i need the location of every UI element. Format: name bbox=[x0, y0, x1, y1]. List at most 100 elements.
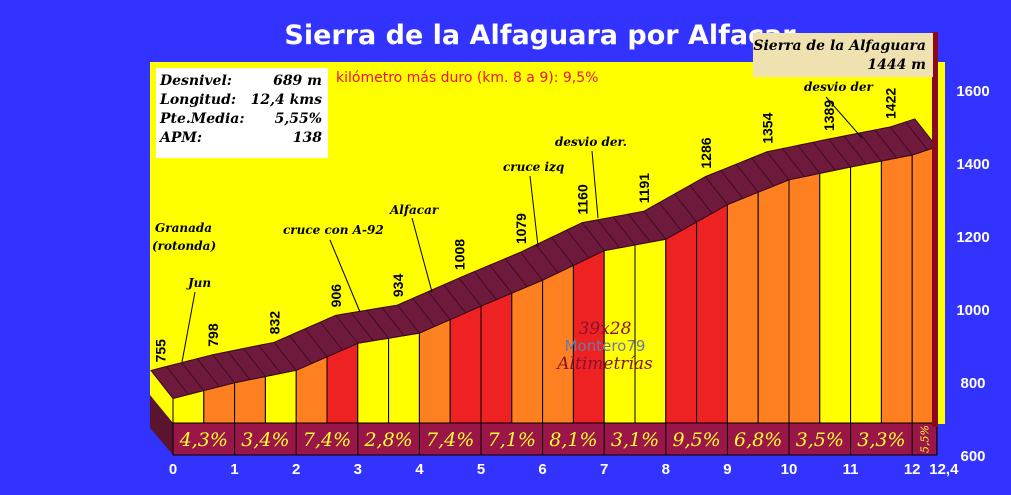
annotation-leader bbox=[181, 291, 196, 363]
annotation-leader bbox=[825, 96, 863, 139]
summit-pole bbox=[932, 32, 938, 427]
surface-hatch bbox=[797, 145, 821, 174]
summit-box bbox=[753, 33, 933, 77]
profile-bar bbox=[757, 179, 790, 424]
surface-hatch bbox=[566, 229, 590, 259]
stat-value: 689 m bbox=[273, 73, 322, 89]
surface-hatch bbox=[258, 345, 282, 374]
profile-bar bbox=[418, 318, 451, 424]
surface-hatch bbox=[782, 148, 805, 177]
profile-bar bbox=[264, 369, 297, 424]
stat-value: 138 bbox=[293, 130, 322, 146]
surface-hatch bbox=[427, 291, 451, 320]
elevation-label: 1191 bbox=[636, 173, 652, 204]
summit-altitude: 1444 m bbox=[867, 57, 926, 73]
slope-label: 3,4% bbox=[241, 429, 289, 451]
surface-hatch bbox=[304, 328, 328, 358]
elevation-label: 934 bbox=[390, 274, 406, 298]
y-tick-label: 1400 bbox=[956, 156, 989, 173]
strip-side bbox=[150, 395, 173, 455]
profile-bar bbox=[511, 279, 544, 424]
profile-bar bbox=[665, 221, 698, 424]
elevation-label: 1389 bbox=[821, 100, 837, 131]
slope-strip bbox=[172, 422, 938, 456]
surface-hatch bbox=[628, 213, 651, 243]
surface-hatch bbox=[735, 163, 759, 193]
surface-hatch bbox=[504, 258, 528, 287]
slope-label: 8,1% bbox=[549, 429, 597, 451]
surface-hatch bbox=[397, 304, 420, 334]
surface-hatch bbox=[535, 244, 559, 274]
surface-hatch bbox=[412, 298, 436, 327]
surface-hatch bbox=[335, 315, 359, 344]
surface-hatch bbox=[581, 222, 605, 251]
surface-hatch bbox=[843, 135, 867, 165]
stat-label: Pte.Media: bbox=[159, 111, 245, 127]
annotation-label: desvio der. bbox=[555, 135, 627, 149]
watermark-line3: Altimetrías bbox=[555, 354, 653, 374]
stat-label: APM: bbox=[158, 130, 202, 146]
surface-hatch bbox=[273, 342, 297, 371]
surface-hatch bbox=[243, 348, 266, 377]
annotation-leader bbox=[411, 217, 433, 293]
surface-hatch bbox=[474, 271, 497, 300]
surface-hatch bbox=[551, 237, 574, 266]
slope-label: 7,4% bbox=[426, 429, 474, 451]
profile-bar bbox=[696, 203, 728, 424]
slope-label: 5,5% bbox=[919, 425, 932, 453]
annotation-label: desvio der bbox=[804, 80, 875, 94]
surface-hatch bbox=[489, 264, 513, 294]
annotation-leader bbox=[591, 150, 599, 219]
elevation-label: 1008 bbox=[451, 239, 467, 270]
profile-bar bbox=[880, 154, 913, 424]
y-tick-label: 600 bbox=[960, 448, 985, 465]
slope-label: 9,5% bbox=[672, 429, 720, 451]
stat-label: Longitud: bbox=[159, 92, 236, 108]
surface-hatch bbox=[320, 321, 343, 351]
x-tick-label: 1 bbox=[230, 461, 238, 478]
x-tick-label: 12,4 bbox=[929, 461, 959, 478]
elevation-label: 1286 bbox=[698, 137, 714, 168]
slope-label: 3,3% bbox=[857, 429, 905, 451]
surface-hatch bbox=[612, 216, 636, 246]
x-tick-label: 10 bbox=[781, 461, 798, 478]
annotation-label: cruce izq bbox=[503, 160, 564, 174]
surface-hatch bbox=[905, 121, 928, 151]
x-tick-label: 3 bbox=[354, 461, 362, 478]
surface-hatch bbox=[705, 176, 728, 205]
x-tick-label: 11 bbox=[843, 461, 859, 478]
annotation-label: Jun bbox=[186, 276, 211, 290]
x-tick-label: 9 bbox=[723, 461, 731, 478]
x-tick-label: 2 bbox=[292, 461, 300, 478]
slope-label: 7,1% bbox=[488, 429, 536, 451]
slope-label: 3,5% bbox=[796, 429, 844, 451]
surface-hatch bbox=[289, 335, 312, 364]
watermark-line2: Montero79 bbox=[565, 337, 646, 355]
watermark-line1: 39x28 bbox=[579, 319, 632, 339]
surface-hatch bbox=[751, 157, 774, 187]
chart-title: Sierra de la Alfaguara por Alfacar bbox=[284, 20, 796, 51]
surface-hatch bbox=[674, 193, 697, 223]
x-tick-label: 8 bbox=[662, 461, 670, 478]
surface-hatch bbox=[181, 362, 205, 391]
surface-hatch bbox=[443, 284, 466, 314]
x-tick-label: 0 bbox=[169, 461, 177, 478]
annotation-label: Granada bbox=[155, 221, 212, 235]
elevation-label: 798 bbox=[205, 323, 221, 347]
x-tick-label: 6 bbox=[538, 461, 546, 478]
slope-label: 3,1% bbox=[611, 429, 659, 451]
annotation-label: Alfacar bbox=[389, 203, 440, 217]
elevation-label: 1354 bbox=[759, 112, 775, 143]
surface-hatch bbox=[689, 185, 713, 214]
y-tick-label: 1000 bbox=[956, 302, 989, 319]
x-tick-label: 5 bbox=[477, 461, 485, 478]
slope-label: 2,8% bbox=[363, 429, 412, 451]
elevation-label: 755 bbox=[153, 339, 169, 363]
surface-hatch bbox=[520, 251, 543, 281]
profile-bar bbox=[480, 292, 513, 424]
stat-label: Desnivel: bbox=[159, 73, 232, 89]
surface-hatch bbox=[166, 366, 189, 395]
profile-bar bbox=[726, 191, 759, 424]
y-tick-label: 1200 bbox=[956, 229, 989, 246]
